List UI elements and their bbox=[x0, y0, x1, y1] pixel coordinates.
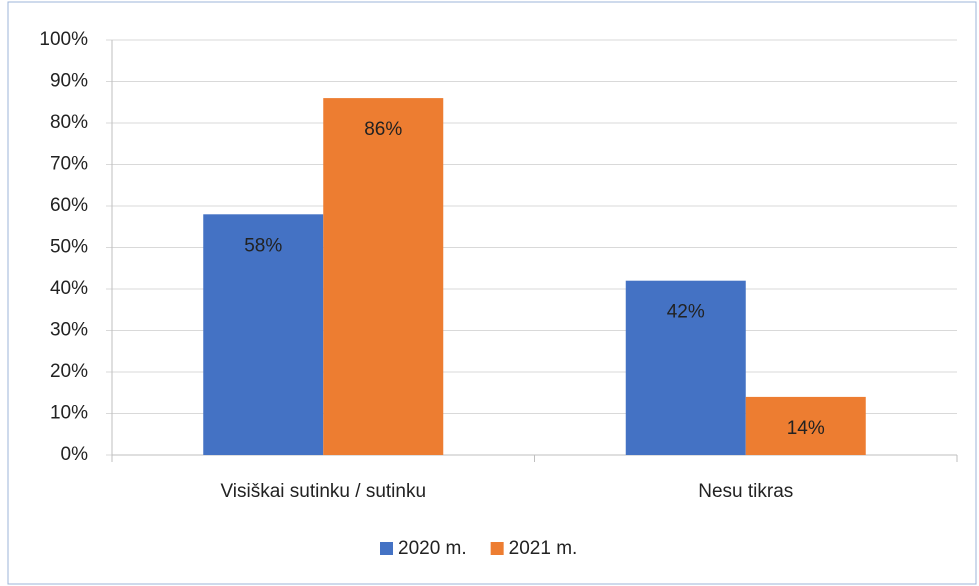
y-tick-label: 80% bbox=[50, 112, 88, 133]
y-tick-label: 10% bbox=[50, 403, 88, 424]
legend-swatch bbox=[380, 542, 393, 555]
legend-swatch bbox=[490, 542, 504, 555]
legend-label: 2021 m. bbox=[509, 538, 578, 559]
bar bbox=[625, 280, 746, 455]
y-tick-label: 50% bbox=[50, 237, 88, 258]
legend-label: 2020 m. bbox=[398, 538, 467, 559]
y-tick-label: 30% bbox=[50, 320, 88, 341]
y-tick-label: 0% bbox=[61, 444, 89, 465]
y-tick-label: 20% bbox=[50, 361, 88, 382]
y-tick-label: 90% bbox=[50, 71, 88, 92]
bar bbox=[745, 396, 866, 455]
data-label: 58% bbox=[244, 235, 282, 256]
data-label: 86% bbox=[364, 119, 402, 140]
chart-border bbox=[7, 1, 977, 585]
bar bbox=[203, 214, 324, 455]
bar bbox=[323, 98, 444, 455]
y-tick-label: 40% bbox=[50, 278, 88, 299]
y-tick-label: 100% bbox=[39, 29, 88, 50]
data-label: 14% bbox=[787, 418, 825, 439]
data-label: 42% bbox=[667, 302, 705, 323]
x-tick-label: Nesu tikras bbox=[698, 481, 793, 502]
y-tick-label: 60% bbox=[50, 195, 88, 216]
y-tick-label: 70% bbox=[50, 154, 88, 175]
x-tick-label: Visiškai sutinku / sutinku bbox=[220, 481, 426, 502]
